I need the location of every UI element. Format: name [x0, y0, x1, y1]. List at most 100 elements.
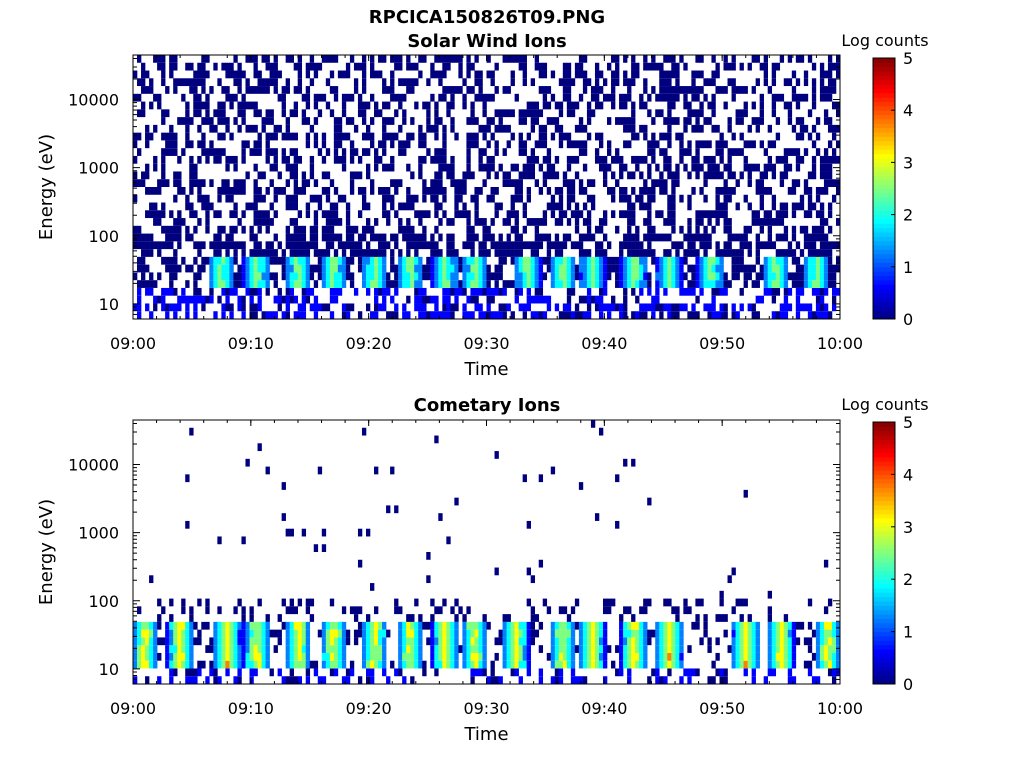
spectrogram-cell [249, 676, 254, 684]
spectrogram-cell [213, 264, 218, 273]
spectrogram-cell [394, 287, 399, 296]
spectrogram-cell [647, 637, 652, 646]
spectrogram-cell [743, 660, 748, 669]
spectrogram-cell [791, 629, 797, 638]
spectrogram-cell [357, 629, 363, 638]
spectrogram-cell [490, 187, 495, 195]
spectrogram-cell [819, 256, 825, 265]
spectrogram-cell [771, 660, 777, 669]
y-tick-label: 10 [99, 660, 119, 679]
spectrogram-cell [719, 249, 724, 257]
spectrogram-cell [651, 55, 656, 63]
spectrogram-cell [566, 140, 572, 149]
spectrogram-cell [731, 637, 736, 646]
spectrogram-cell [305, 629, 311, 638]
spectrogram-cell [418, 614, 423, 622]
spectrogram-cell [422, 140, 427, 149]
spectrogram-cell [269, 256, 274, 265]
spectrogram-cell [434, 629, 439, 638]
colorbar-segment [873, 456, 895, 462]
spectrogram-cell [675, 241, 680, 250]
spectrogram-cell [249, 202, 254, 211]
spectrogram-cell [137, 132, 142, 141]
spectrogram-cell [325, 652, 331, 661]
spectrogram-cell [173, 194, 178, 203]
spectrogram-cell [482, 280, 487, 288]
spectrogram-cell [510, 652, 515, 661]
spectrogram-cell [265, 249, 270, 257]
spectrogram-cell [783, 652, 789, 661]
spectrogram-cell [205, 155, 210, 164]
spectrogram-cell [811, 163, 817, 172]
spectrogram-cell [382, 55, 387, 63]
spectrogram-cell [341, 249, 347, 257]
spectrogram-cell [759, 101, 764, 110]
spectrogram-cell [783, 210, 789, 219]
spectrogram-cell [225, 233, 230, 242]
spectrogram-cell [365, 668, 371, 677]
spectrogram-cell [611, 187, 616, 195]
spectrogram-cell [623, 621, 628, 630]
spectrogram-cell [590, 660, 596, 669]
spectrogram-cell [374, 70, 379, 79]
spectrogram-cell [586, 280, 592, 288]
spectrogram-cell [675, 645, 680, 653]
spectrogram-cell [430, 124, 435, 133]
spectrogram-cell [345, 676, 351, 684]
spectrogram-cell [402, 676, 407, 684]
spectrogram-cell [679, 148, 684, 156]
spectrogram-cell [422, 101, 427, 110]
spectrogram-cell [434, 621, 439, 630]
spectrogram-cell [149, 202, 154, 211]
spectrogram-cell [398, 218, 403, 226]
spectrogram-cell [550, 629, 556, 638]
spectrogram-cell [747, 637, 752, 646]
spectrogram-cell [490, 132, 495, 141]
spectrogram-cell [390, 660, 395, 669]
spectrogram-cell [410, 225, 415, 234]
spectrogram-cell [791, 249, 797, 257]
spectrogram-cell [345, 303, 351, 312]
spectrogram-cell [213, 629, 218, 638]
spectrogram-cell [494, 124, 499, 133]
spectrogram-cell [205, 109, 210, 118]
spectrogram-cell [663, 132, 668, 141]
colorbar-segment [873, 88, 895, 94]
spectrogram-cell [197, 249, 202, 257]
spectrogram-cell [703, 629, 708, 638]
spectrogram-cell [823, 303, 829, 312]
spectrogram-cell [277, 256, 282, 265]
spectrogram-cell [261, 645, 266, 653]
spectrogram-cell [329, 210, 335, 219]
spectrogram-cell [578, 311, 584, 319]
spectrogram-cell [153, 637, 158, 646]
spectrogram-cell [598, 645, 604, 653]
spectrogram-cell [602, 272, 608, 281]
spectrogram-cell [273, 148, 278, 156]
spectrogram-cell [285, 303, 290, 312]
spectrogram-cell [422, 132, 427, 141]
spectrogram-cell [731, 93, 736, 102]
spectrogram-cell [173, 629, 178, 638]
spectrogram-cell [157, 637, 162, 646]
spectrogram-cell [466, 210, 471, 219]
spectrogram-cell [631, 210, 636, 219]
spectrogram-cell [161, 287, 166, 296]
spectrogram-cell [578, 676, 584, 684]
spectrogram-cell [157, 187, 162, 195]
spectrogram-cell [707, 210, 712, 219]
spectrogram-cell [619, 660, 624, 669]
spectrogram-cell [157, 676, 162, 684]
x-tick-label: 10:00 [817, 334, 863, 353]
spectrogram-cell [177, 171, 182, 180]
spectrogram-cell [293, 233, 298, 242]
spectrogram-cell [518, 187, 523, 195]
spectrogram-cell [474, 645, 479, 653]
spectrogram-cell [627, 652, 632, 661]
spectrogram-cell [759, 109, 764, 118]
spectrogram-cell [566, 218, 572, 226]
spectrogram-cell [386, 210, 391, 219]
spectrogram-cell [679, 660, 684, 669]
spectrogram-cell [775, 62, 781, 71]
spectrogram-cell [169, 668, 174, 677]
